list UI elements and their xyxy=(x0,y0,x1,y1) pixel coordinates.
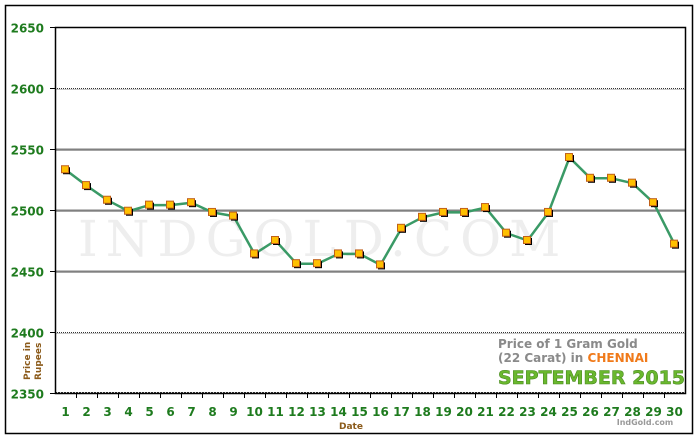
legend-line1: Price of 1 Gram Gold xyxy=(498,337,638,351)
y-tick-label: 2400 xyxy=(11,327,44,341)
y-tick-label: 2600 xyxy=(11,83,44,97)
y-axis-ticks: 2350 2400 2450 2500 2550 2600 2650 xyxy=(11,22,55,402)
data-point-marker xyxy=(271,236,279,244)
outer-border xyxy=(4,4,694,435)
x-tick-label: 5 xyxy=(145,405,153,419)
x-tick-label: 24 xyxy=(540,405,557,419)
x-tick-label: 29 xyxy=(645,405,662,419)
data-point-marker xyxy=(439,207,447,216)
data-point-marker xyxy=(355,249,363,258)
y-axis-title: Price in Rupees xyxy=(23,342,44,380)
y-tick-label: 2550 xyxy=(11,144,44,158)
data-point-marker xyxy=(460,207,468,216)
x-tick-label: 6 xyxy=(166,405,174,419)
y-axis-title-line1: Price in xyxy=(23,342,33,380)
x-tick-label: 16 xyxy=(372,405,389,419)
legend-city: CHENNAI xyxy=(588,351,649,365)
x-tick-label: 1 xyxy=(61,405,69,419)
data-point-marker xyxy=(166,200,174,209)
x-tick-label: 9 xyxy=(229,405,237,419)
data-point-marker xyxy=(82,181,90,190)
data-point-marker xyxy=(607,173,615,182)
x-tick-label: 27 xyxy=(603,405,620,419)
legend-month: SEPTEMBER 2015 xyxy=(498,367,685,389)
x-tick-label: 14 xyxy=(330,405,347,419)
data-point-marker xyxy=(187,198,195,207)
y-tick-label: 2500 xyxy=(11,205,44,219)
data-point-marker xyxy=(397,223,405,232)
data-point-marker xyxy=(376,260,384,269)
x-tick-label: 18 xyxy=(414,405,431,419)
x-axis-ticks: 1 2 3 4 5 6 7 8 9 10 11 12 13 14 15 16 17 18 19 20 21 22 23 24 2… xyxy=(61,393,683,419)
data-point-marker xyxy=(418,212,426,221)
data-point-marker xyxy=(670,239,678,248)
x-tick-label: 28 xyxy=(624,405,641,419)
x-tick-label: 21 xyxy=(477,405,494,419)
data-point-marker xyxy=(292,259,300,268)
legend-carat: (22 Carat) in xyxy=(498,351,588,365)
x-tick-label: 3 xyxy=(103,405,111,419)
x-tick-label: 8 xyxy=(208,405,216,419)
x-tick-label: 19 xyxy=(435,405,452,419)
data-point-marker xyxy=(250,249,258,258)
x-tick-label: 7 xyxy=(187,405,195,419)
x-tick-label: 15 xyxy=(351,405,368,419)
data-point-marker xyxy=(61,165,69,174)
data-point-marker xyxy=(565,153,573,162)
series-line xyxy=(61,153,679,270)
x-tick-label: 4 xyxy=(124,405,132,419)
gridlines xyxy=(55,88,685,393)
y-tick-label: 2650 xyxy=(11,22,44,36)
data-point-marker xyxy=(229,211,237,220)
x-axis-title: Date xyxy=(339,422,363,432)
x-tick-label: 10 xyxy=(246,405,263,419)
credit-text: IndGold.com xyxy=(617,418,674,427)
data-point-marker xyxy=(649,198,657,207)
legend: Price of 1 Gram Gold (22 Carat) in CHENN… xyxy=(498,337,686,389)
data-point-marker xyxy=(502,228,510,237)
y-axis-title-line2: Rupees xyxy=(34,343,44,380)
data-point-marker xyxy=(544,207,552,216)
x-tick-label: 13 xyxy=(309,405,326,419)
x-tick-label: 11 xyxy=(267,405,284,419)
x-tick-label: 30 xyxy=(666,405,683,419)
data-point-marker xyxy=(334,249,342,258)
x-tick-label: 12 xyxy=(288,405,305,419)
data-point-marker xyxy=(628,178,636,187)
legend-line2: (22 Carat) in CHENNAI xyxy=(498,351,648,365)
y-tick-label: 2450 xyxy=(11,266,44,280)
x-tick-label: 17 xyxy=(393,405,410,419)
data-point-marker xyxy=(208,207,216,216)
data-point-marker xyxy=(586,173,594,182)
y-tick-label: 2350 xyxy=(11,388,44,402)
data-point-marker xyxy=(124,206,132,215)
x-tick-label: 25 xyxy=(561,405,578,419)
data-point-marker xyxy=(313,259,321,268)
x-tick-label: 22 xyxy=(498,405,515,419)
data-point-marker xyxy=(481,203,489,212)
x-tick-label: 2 xyxy=(82,405,90,419)
x-tick-label: 20 xyxy=(456,405,473,419)
data-point-marker xyxy=(145,200,153,209)
watermark: INDGOLD.COM xyxy=(78,210,568,268)
x-tick-label: 26 xyxy=(582,405,599,419)
x-tick-label: 23 xyxy=(519,405,536,419)
data-point-marker xyxy=(103,195,111,204)
data-point-marker xyxy=(523,236,531,244)
